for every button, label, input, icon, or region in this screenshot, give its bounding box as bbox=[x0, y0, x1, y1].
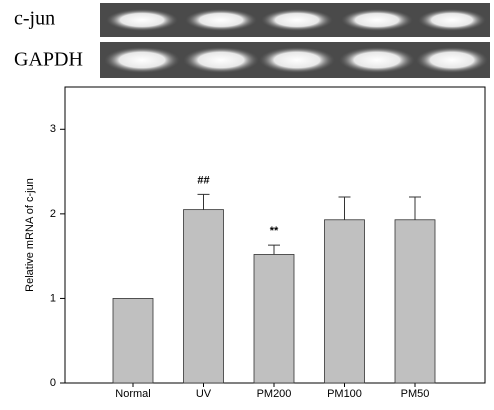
error-bar bbox=[268, 245, 280, 254]
y-tick-label: 3 bbox=[50, 123, 56, 135]
y-tick-label: 1 bbox=[50, 292, 56, 304]
x-tick-label: PM200 bbox=[257, 388, 292, 400]
annotation: ** bbox=[270, 225, 279, 237]
bar bbox=[184, 210, 224, 383]
annotation: ## bbox=[197, 174, 209, 186]
bar bbox=[325, 220, 365, 383]
x-tick-label: Normal bbox=[115, 388, 150, 400]
y-axis-label: Relative mRNA of c-jun bbox=[24, 178, 36, 292]
blot-label: GAPDH bbox=[14, 49, 83, 71]
error-bar bbox=[339, 197, 351, 220]
blot-gapdh: GAPDH bbox=[14, 42, 490, 78]
error-bar bbox=[409, 197, 421, 220]
figure: c-jun GAPDH Relative mRNA of c-jun 0 1 2 3 N… bbox=[0, 0, 494, 410]
bar bbox=[395, 220, 435, 383]
x-tick-label: PM100 bbox=[327, 388, 362, 400]
bar bbox=[254, 254, 294, 383]
y-tick-label: 2 bbox=[50, 208, 56, 220]
blot-label: c-jun bbox=[14, 8, 55, 30]
x-tick-label: PM50 bbox=[401, 388, 430, 400]
y-tick-label: 0 bbox=[50, 377, 56, 389]
blot-c-jun: c-jun bbox=[14, 3, 490, 37]
bar bbox=[113, 298, 153, 383]
x-tick-label: UV bbox=[196, 388, 212, 400]
error-bar bbox=[198, 194, 210, 209]
